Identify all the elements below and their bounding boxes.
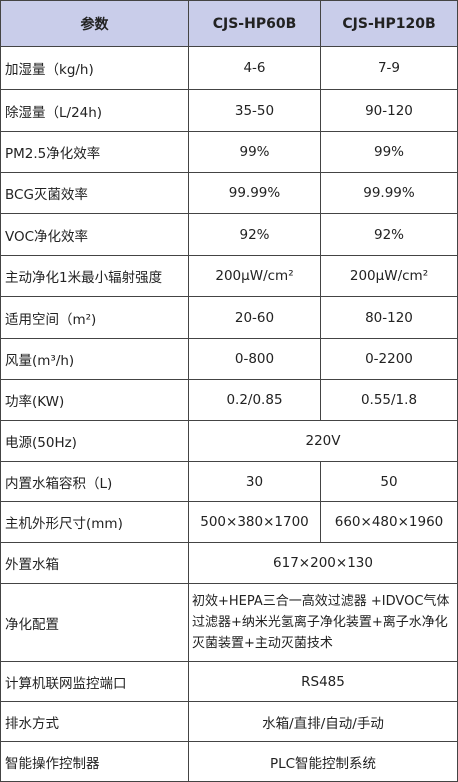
header-cell: CJS-HP120B (320, 0, 458, 47)
param-value: 0.2/0.85 (188, 379, 321, 421)
param-value: 99% (188, 131, 321, 173)
param-value: 0.55/1.8 (320, 379, 458, 421)
param-value: 99.99% (320, 172, 458, 214)
param-value: PLC智能控制系统 (188, 741, 458, 782)
param-label: 计算机联网监控端口 (0, 661, 189, 702)
param-label: 主动净化1米最小辐射强度 (0, 255, 189, 297)
param-label: 主机外形尺寸(mm) (0, 501, 189, 543)
param-value: 30 (188, 461, 321, 502)
param-value: 99.99% (188, 172, 321, 214)
param-label: PM2.5净化效率 (0, 131, 189, 173)
table-row: 外置水箱 617×200×130 (0, 542, 458, 584)
table-row: 计算机联网监控端口 RS485 (0, 661, 458, 702)
param-value: 0-800 (188, 338, 321, 380)
param-label: 智能操作控制器 (0, 741, 189, 782)
table-row: 加湿量（kg/h) 4-6 7-9 (0, 46, 458, 90)
param-value: 0-2200 (320, 338, 458, 380)
param-value: 20-60 (188, 296, 321, 339)
param-value: 617×200×130 (188, 542, 458, 584)
table-row: BCG灭菌效率 99.99% 99.99% (0, 172, 458, 214)
table-row: 主动净化1米最小辐射强度 200μW/cm² 200μW/cm² (0, 255, 458, 297)
param-label: 风量(m³/h) (0, 338, 189, 380)
param-label: 净化配置 (0, 583, 189, 662)
header-row: 参数 CJS-HP60B CJS-HP120B (0, 0, 458, 47)
param-value: 92% (188, 213, 321, 256)
param-value: 7-9 (320, 46, 458, 90)
table-row: 排水方式 水箱/直排/自动/手动 (0, 701, 458, 742)
param-label: 功率(KW) (0, 379, 189, 421)
table-row: 主机外形尺寸(mm) 500×380×1700 660×480×1960 (0, 501, 458, 543)
param-value: 200μW/cm² (320, 255, 458, 297)
table-row: PM2.5净化效率 99% 99% (0, 131, 458, 173)
table-row: 电源(50Hz) 220V (0, 420, 458, 462)
header-cell: CJS-HP60B (188, 0, 321, 47)
param-label: 外置水箱 (0, 542, 189, 584)
param-value: 35-50 (188, 89, 321, 132)
table-row: 适用空间（m²) 20-60 80-120 (0, 296, 458, 339)
table-row: VOC净化效率 92% 92% (0, 213, 458, 256)
table-row: 功率(KW) 0.2/0.85 0.55/1.8 (0, 379, 458, 421)
param-value: 660×480×1960 (320, 501, 458, 543)
table-row: 净化配置 初效+HEPA三合一高效过滤器 +IDVOC气体过滤器+纳米光氢离子净化… (0, 583, 458, 662)
param-value: 4-6 (188, 46, 321, 90)
header-cell: 参数 (0, 0, 189, 47)
table-row: 风量(m³/h) 0-800 0-2200 (0, 338, 458, 380)
table-row: 除湿量（L/24h) 35-50 90-120 (0, 89, 458, 132)
param-value: 99% (320, 131, 458, 173)
param-value: 500×380×1700 (188, 501, 321, 543)
table-row: 内置水箱容积（L) 30 50 (0, 461, 458, 502)
param-value: 水箱/直排/自动/手动 (188, 701, 458, 742)
param-value: RS485 (188, 661, 458, 702)
param-label: 内置水箱容积（L) (0, 461, 189, 502)
param-label: 加湿量（kg/h) (0, 46, 189, 90)
param-value: 220V (188, 420, 458, 462)
param-value: 初效+HEPA三合一高效过滤器 +IDVOC气体过滤器+纳米光氢离子净化装置+离… (188, 583, 458, 662)
param-value: 80-120 (320, 296, 458, 339)
param-label: BCG灭菌效率 (0, 172, 189, 214)
param-value: 90-120 (320, 89, 458, 132)
param-label: 除湿量（L/24h) (0, 89, 189, 132)
param-value: 50 (320, 461, 458, 502)
table-row: 智能操作控制器 PLC智能控制系统 (0, 741, 458, 782)
param-label: VOC净化效率 (0, 213, 189, 256)
param-value: 92% (320, 213, 458, 256)
param-value: 200μW/cm² (188, 255, 321, 297)
param-label: 排水方式 (0, 701, 189, 742)
param-label: 电源(50Hz) (0, 420, 189, 462)
param-label: 适用空间（m²) (0, 296, 189, 339)
